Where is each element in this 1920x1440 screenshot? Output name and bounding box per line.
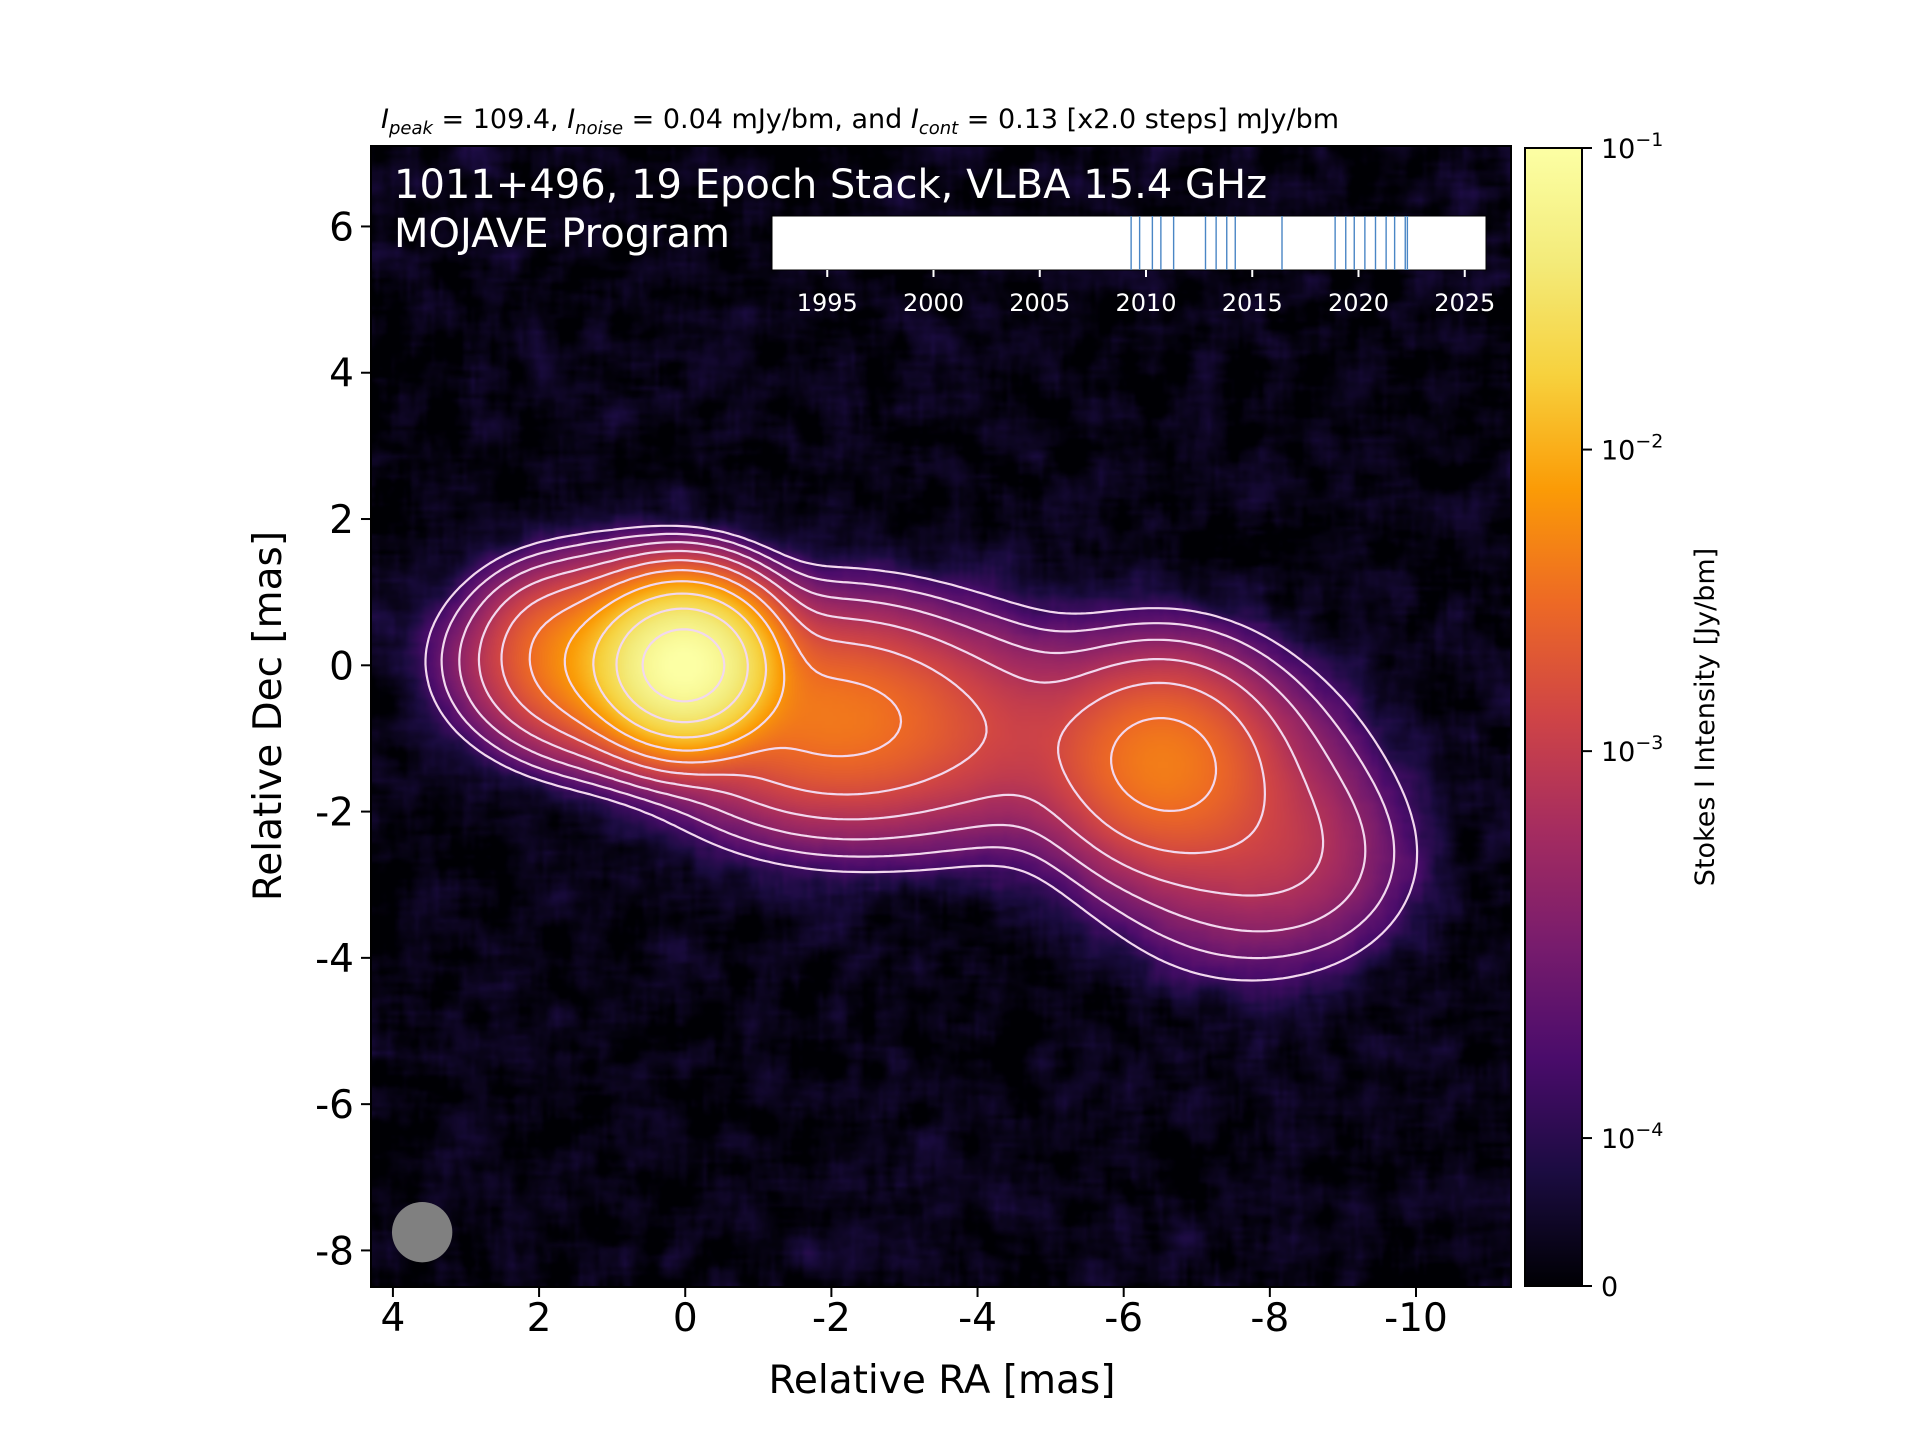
- title-noise-text: = 0.04 mJy/bm, and: [623, 104, 911, 135]
- y-tick-label: -2: [315, 791, 354, 836]
- timeline-tick-label: 2005: [1009, 289, 1070, 317]
- title-peak-symbol: I: [381, 104, 389, 135]
- y-tick-label: -6: [315, 1083, 354, 1128]
- timeline-tick-label: 2015: [1222, 289, 1283, 317]
- colorbar-label: Stokes I Intensity [Jy/bm]: [1690, 548, 1721, 886]
- epoch-timeline: 1995 2000 2005 2010 2015 2020 2025: [771, 215, 1495, 317]
- beam-ellipse: [391, 1201, 453, 1263]
- title-cont-text: = 0.13 [x2.0 steps] mJy/bm: [958, 104, 1339, 135]
- x-axis-label: Relative RA [mas]: [769, 1358, 1116, 1403]
- title-peak-text: = 109.4,: [433, 104, 567, 135]
- contour-level-2: [458, 541, 1367, 933]
- y-tick-label: -4: [315, 937, 354, 982]
- contour-level-9: [641, 628, 726, 703]
- colorbar-tick-label: 10−3: [1601, 732, 1663, 768]
- title-noise-symbol: I: [567, 104, 575, 135]
- x-axis-ticks: 4 2 0 -2 -4 -6 -8 -10: [381, 1287, 1448, 1341]
- x-tick-label: 0: [673, 1296, 698, 1341]
- intensity-image: [371, 146, 1511, 1287]
- chart-title: Ipeak = 109.4, Inoise = 0.04 mJy/bm, and…: [381, 104, 1339, 139]
- contour-level-8: [615, 607, 749, 724]
- y-axis-ticks: 6 4 2 0 -2 -4 -6 -8: [315, 205, 371, 1274]
- contour-level-0: [424, 524, 1419, 982]
- colorbar-gradient: [1525, 148, 1582, 1286]
- y-tick-label: 6: [329, 205, 354, 250]
- title-noise-sub: noise: [575, 118, 623, 139]
- timeline-tick-label: 2000: [903, 289, 964, 317]
- y-tick-label: 2: [329, 498, 354, 543]
- contour-level-6: [563, 580, 786, 752]
- timeline-tick-label: 2025: [1434, 289, 1495, 317]
- timeline-tick-label: 1995: [797, 289, 858, 317]
- x-tick-label: 2: [527, 1296, 552, 1341]
- x-tick-label: 4: [381, 1296, 406, 1341]
- y-tick-label: 0: [329, 644, 354, 689]
- source-label: 1011+496, 19 Epoch Stack, VLBA 15.4 GHz: [394, 162, 1267, 208]
- colorbar-frame: [1524, 147, 1583, 1287]
- colorbar-tick-label: 10−1: [1601, 129, 1663, 165]
- plot-frame: [370, 145, 1512, 1288]
- x-tick-label: -4: [958, 1296, 997, 1341]
- program-label: MOJAVE Program: [394, 211, 730, 257]
- timeline-ticks: 1995 2000 2005 2010 2015 2020 2025: [797, 270, 1495, 317]
- contour-level-7: [592, 592, 768, 739]
- contour-level-5: [528, 569, 1218, 812]
- image-plot: 4 2 0 -2 -4 -6 -8 -10 6 4 2 0 -2 -4 -6 -8: [315, 145, 1512, 1341]
- y-tick-label: 4: [329, 352, 354, 397]
- x-tick-label: -8: [1250, 1296, 1289, 1341]
- colorbar: 10−1 10−2 10−3 10−4 0 Stokes I Intensity [Jy…: [1524, 129, 1721, 1303]
- timeline-tick-label: 2020: [1328, 289, 1389, 317]
- contour-lines: [424, 524, 1419, 982]
- contour-level-4: [500, 559, 1266, 855]
- title-peak-sub: peak: [388, 118, 435, 139]
- x-tick-label: -2: [812, 1296, 851, 1341]
- contour-level-3: [477, 549, 1325, 897]
- timeline-tick-label: 2010: [1115, 289, 1176, 317]
- colorbar-tick-label: 10−2: [1601, 431, 1663, 467]
- title-cont-sub: cont: [919, 118, 959, 139]
- title-cont-symbol: I: [911, 104, 919, 135]
- x-tick-label: -10: [1384, 1296, 1448, 1341]
- colorbar-tick-label: 10−4: [1601, 1119, 1663, 1155]
- colorbar-ticks: 10−1 10−2 10−3 10−4 0: [1582, 129, 1663, 1303]
- x-tick-label: -6: [1104, 1296, 1143, 1341]
- colorbar-tick-label: 0: [1601, 1272, 1618, 1303]
- y-axis-label: Relative Dec [mas]: [246, 531, 291, 901]
- y-tick-label: -8: [315, 1229, 354, 1274]
- contour-level-1: [440, 532, 1396, 960]
- timeline-box: [771, 215, 1487, 271]
- epoch-lines: [1130, 216, 1409, 270]
